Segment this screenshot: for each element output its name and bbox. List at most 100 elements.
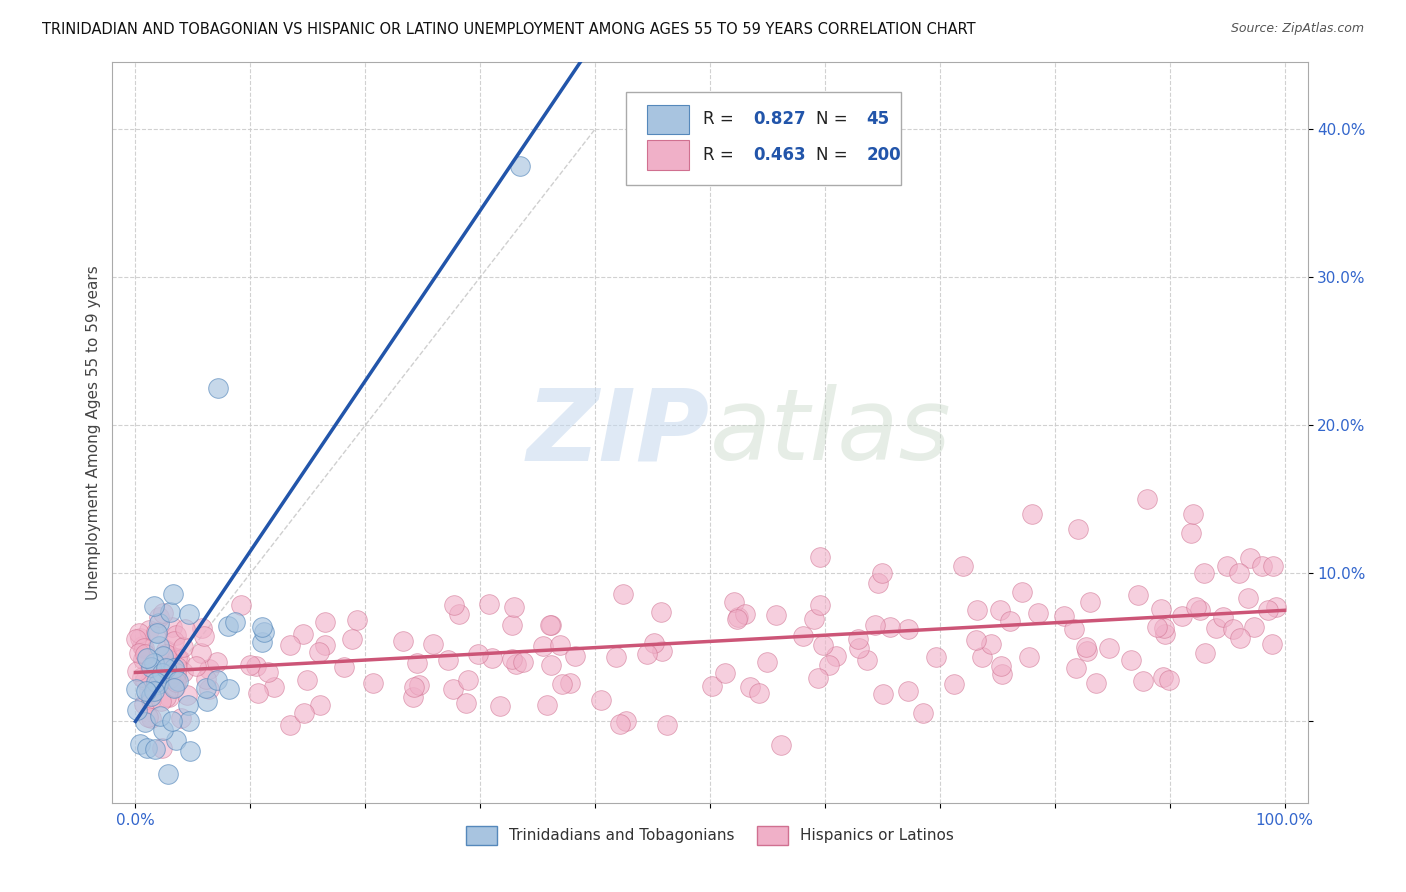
Point — [297, 673, 319, 687]
Point — [911, 706, 934, 721]
Point — [1098, 641, 1121, 656]
Point — [361, 676, 384, 690]
Point — [148, 610, 170, 624]
Point — [155, 647, 177, 661]
Point — [1212, 610, 1234, 624]
Point — [159, 668, 181, 682]
Point — [167, 673, 190, 688]
Point — [280, 638, 302, 652]
Point — [1261, 558, 1284, 573]
Point — [846, 632, 869, 646]
Point — [1227, 566, 1250, 581]
Text: TRINIDADIAN AND TOBAGONIAN VS HISPANIC OR LATINO UNEMPLOYMENT AMONG AGES 55 TO 5: TRINIDADIAN AND TOBAGONIAN VS HISPANIC O… — [42, 22, 976, 37]
Point — [1159, 673, 1181, 687]
Point — [1067, 522, 1090, 536]
Point — [333, 660, 356, 674]
Point — [1153, 627, 1175, 641]
Point — [152, 606, 174, 620]
Point — [457, 673, 479, 688]
Text: Source: ZipAtlas.com: Source: ZipAtlas.com — [1230, 22, 1364, 36]
Point — [1119, 653, 1142, 667]
Text: R =: R = — [703, 146, 740, 164]
Point — [478, 597, 501, 611]
Text: N =: N = — [817, 111, 853, 128]
Point — [1192, 566, 1215, 581]
Text: 45: 45 — [866, 111, 890, 128]
Point — [512, 655, 534, 669]
Point — [314, 615, 336, 629]
Point — [135, 684, 157, 698]
Point — [1181, 507, 1204, 521]
Point — [143, 741, 166, 756]
Point — [152, 723, 174, 737]
Point — [700, 679, 723, 693]
Text: N =: N = — [817, 146, 853, 164]
Point — [170, 711, 193, 725]
Point — [636, 647, 658, 661]
Point — [165, 675, 187, 690]
Point — [540, 657, 562, 672]
Point — [1184, 599, 1206, 614]
Point — [1250, 558, 1272, 573]
Point — [155, 642, 177, 657]
Point — [550, 676, 572, 690]
Point — [197, 662, 219, 676]
Point — [1205, 621, 1227, 635]
Point — [988, 603, 1011, 617]
Text: 0.827: 0.827 — [754, 111, 806, 128]
Point — [965, 633, 987, 648]
Point — [160, 620, 183, 634]
Point — [1128, 588, 1150, 602]
Point — [141, 693, 163, 707]
Point — [1076, 644, 1098, 658]
Point — [818, 658, 841, 673]
Point — [152, 648, 174, 663]
Point — [591, 692, 613, 706]
Point — [194, 681, 217, 696]
Point — [177, 607, 200, 621]
Point — [157, 659, 180, 673]
Point — [1078, 595, 1101, 609]
Point — [159, 649, 181, 664]
Point — [136, 710, 159, 724]
Point — [531, 639, 554, 653]
Point — [205, 673, 228, 688]
Point — [643, 636, 665, 650]
Point — [740, 680, 762, 694]
Text: 0.463: 0.463 — [754, 146, 806, 164]
Point — [548, 638, 571, 652]
Text: 200: 200 — [866, 146, 901, 164]
Point — [1021, 507, 1043, 521]
Point — [145, 624, 167, 639]
Point — [1180, 526, 1202, 541]
Point — [176, 688, 198, 702]
Point — [848, 640, 870, 655]
Point — [176, 698, 198, 712]
Point — [207, 655, 229, 669]
Point — [651, 644, 673, 658]
Point — [792, 629, 814, 643]
Point — [447, 607, 470, 621]
Point — [314, 638, 336, 652]
Point — [1260, 637, 1282, 651]
Point — [655, 717, 678, 731]
Point — [1239, 551, 1261, 566]
Point — [756, 655, 779, 669]
Point — [169, 651, 191, 665]
Point — [1084, 675, 1107, 690]
Point — [172, 640, 194, 655]
Point — [443, 598, 465, 612]
Point — [1153, 621, 1175, 635]
Point — [159, 690, 181, 704]
Point — [160, 714, 183, 728]
Point — [191, 621, 214, 635]
Point — [193, 629, 215, 643]
Point — [253, 625, 276, 640]
Point — [538, 618, 561, 632]
Point — [129, 631, 152, 645]
Point — [1243, 620, 1265, 634]
Point — [163, 633, 186, 648]
Point — [1171, 609, 1194, 624]
Y-axis label: Unemployment Among Ages 55 to 59 years: Unemployment Among Ages 55 to 59 years — [86, 265, 101, 600]
Point — [141, 690, 163, 704]
